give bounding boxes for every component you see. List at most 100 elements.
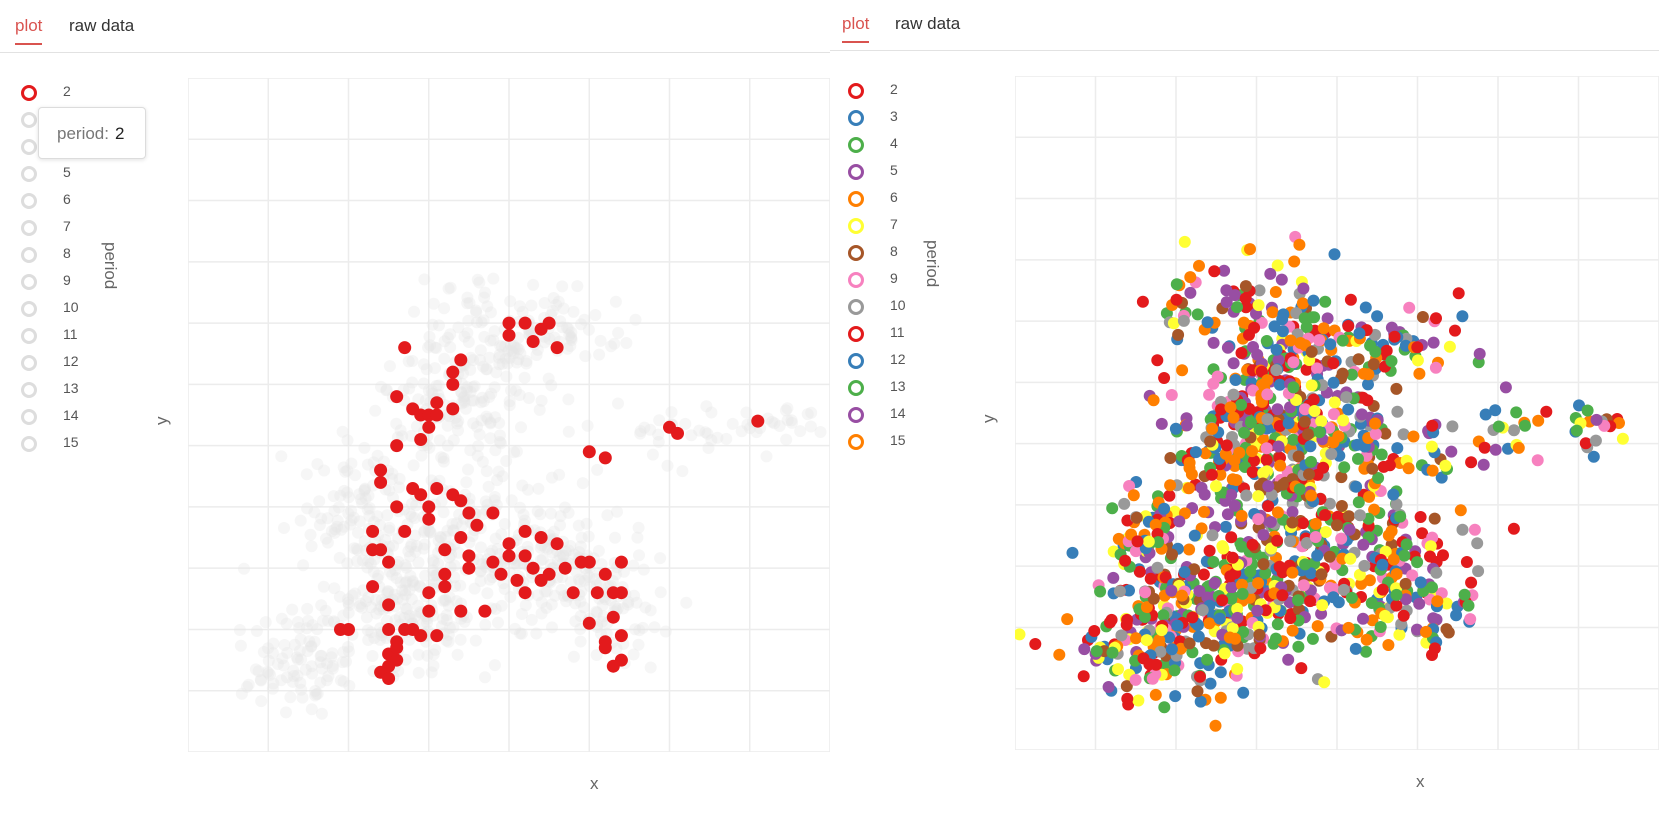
background-point bbox=[471, 420, 483, 433]
background-point bbox=[276, 652, 289, 665]
background-point bbox=[436, 620, 448, 633]
data-point-period-2 bbox=[398, 341, 412, 355]
background-point bbox=[617, 602, 630, 615]
background-point bbox=[325, 651, 338, 664]
background-point bbox=[486, 544, 499, 557]
background-point bbox=[442, 599, 455, 612]
background-point bbox=[542, 372, 555, 385]
data-point-period-14 bbox=[1272, 354, 1285, 367]
background-point bbox=[685, 429, 698, 442]
background-point bbox=[518, 514, 531, 527]
data-point-period-8 bbox=[1166, 548, 1178, 561]
background-point bbox=[422, 384, 435, 397]
tab-plot[interactable]: plot bbox=[842, 14, 870, 43]
background-point bbox=[481, 363, 493, 376]
data-point-period-15 bbox=[1369, 417, 1382, 430]
data-point-period-7 bbox=[1411, 354, 1424, 367]
data-point-period-4 bbox=[1158, 701, 1171, 714]
data-point-period-15 bbox=[1214, 691, 1227, 704]
background-point bbox=[446, 518, 459, 531]
data-point-period-9 bbox=[1429, 361, 1442, 374]
background-point bbox=[344, 518, 357, 531]
legend-label: 4 bbox=[890, 135, 898, 151]
data-point-period-11 bbox=[1205, 468, 1218, 481]
data-point-period-10 bbox=[1227, 388, 1240, 401]
background-point bbox=[427, 297, 440, 310]
scatter-plot[interactable] bbox=[1015, 76, 1659, 750]
background-point bbox=[452, 415, 465, 428]
data-point-period-15 bbox=[1153, 634, 1166, 647]
data-point-period-2 bbox=[751, 414, 765, 428]
data-point-period-12 bbox=[1376, 558, 1389, 571]
background-point bbox=[780, 433, 793, 446]
data-point-period-13 bbox=[1360, 645, 1372, 658]
background-point bbox=[429, 643, 442, 656]
tab-raw-data[interactable]: raw data bbox=[69, 16, 135, 35]
data-point-period-15 bbox=[1342, 621, 1355, 634]
data-point-period-8 bbox=[1298, 415, 1311, 428]
background-point bbox=[514, 347, 527, 360]
background-point bbox=[383, 521, 396, 534]
data-point-period-9 bbox=[1323, 421, 1336, 434]
background-point bbox=[627, 648, 640, 661]
background-point bbox=[652, 435, 665, 448]
tab-bar: plot raw data bbox=[830, 0, 1659, 51]
data-point-period-2 bbox=[438, 543, 452, 557]
data-point-period-7 bbox=[1015, 628, 1026, 641]
legend-marker-icon bbox=[848, 218, 864, 234]
data-point-period-2 bbox=[1260, 453, 1273, 466]
background-point bbox=[331, 514, 344, 527]
background-point bbox=[468, 582, 481, 595]
background-point bbox=[538, 297, 551, 309]
legend-label: 6 bbox=[890, 189, 898, 205]
data-point-period-14 bbox=[1220, 296, 1233, 309]
data-point-period-4 bbox=[1207, 555, 1220, 568]
background-point bbox=[493, 348, 506, 361]
background-point bbox=[493, 358, 506, 371]
tab-plot[interactable]: plot bbox=[15, 16, 43, 45]
data-point-period-5 bbox=[1078, 643, 1091, 656]
y-axis-label: y bbox=[152, 416, 171, 426]
background-point bbox=[484, 334, 497, 347]
data-point-period-2 bbox=[1478, 441, 1491, 454]
background-point bbox=[339, 465, 352, 478]
background-point bbox=[449, 580, 461, 593]
background-point bbox=[627, 559, 640, 572]
data-point-period-9 bbox=[1406, 569, 1419, 582]
data-point-period-5 bbox=[1477, 458, 1490, 471]
background-point bbox=[392, 665, 405, 677]
data-point-period-4 bbox=[1259, 567, 1272, 580]
data-point-period-5 bbox=[1227, 357, 1240, 370]
data-point-period-5 bbox=[1275, 273, 1288, 286]
background-point bbox=[741, 418, 754, 431]
data-point-period-10 bbox=[1115, 629, 1128, 642]
scatter-plot[interactable] bbox=[188, 78, 830, 752]
background-point bbox=[612, 326, 625, 339]
legend-label: 14 bbox=[63, 407, 79, 423]
data-point-period-13 bbox=[1269, 632, 1282, 645]
background-point bbox=[452, 321, 465, 334]
data-point-period-2 bbox=[614, 555, 628, 569]
background-point bbox=[404, 613, 417, 626]
background-point bbox=[639, 601, 652, 614]
background-point bbox=[534, 508, 547, 521]
data-point-period-5 bbox=[1251, 604, 1264, 617]
background-point bbox=[352, 526, 364, 539]
background-point bbox=[470, 304, 482, 317]
data-point-period-5 bbox=[1399, 593, 1412, 606]
data-point-period-6 bbox=[1431, 595, 1444, 608]
background-point bbox=[470, 316, 483, 329]
background-point bbox=[328, 504, 341, 517]
background-point bbox=[235, 687, 248, 700]
background-point bbox=[679, 417, 692, 430]
background-point bbox=[337, 609, 350, 622]
data-point-period-14 bbox=[1247, 341, 1259, 353]
background-point bbox=[781, 414, 794, 427]
data-point-period-7 bbox=[1315, 415, 1328, 428]
background-point bbox=[628, 589, 641, 602]
background-point bbox=[300, 468, 313, 481]
background-point bbox=[370, 607, 383, 620]
tab-raw-data[interactable]: raw data bbox=[895, 14, 961, 33]
data-point-period-5 bbox=[1271, 403, 1284, 416]
data-point-period-2 bbox=[486, 506, 500, 520]
